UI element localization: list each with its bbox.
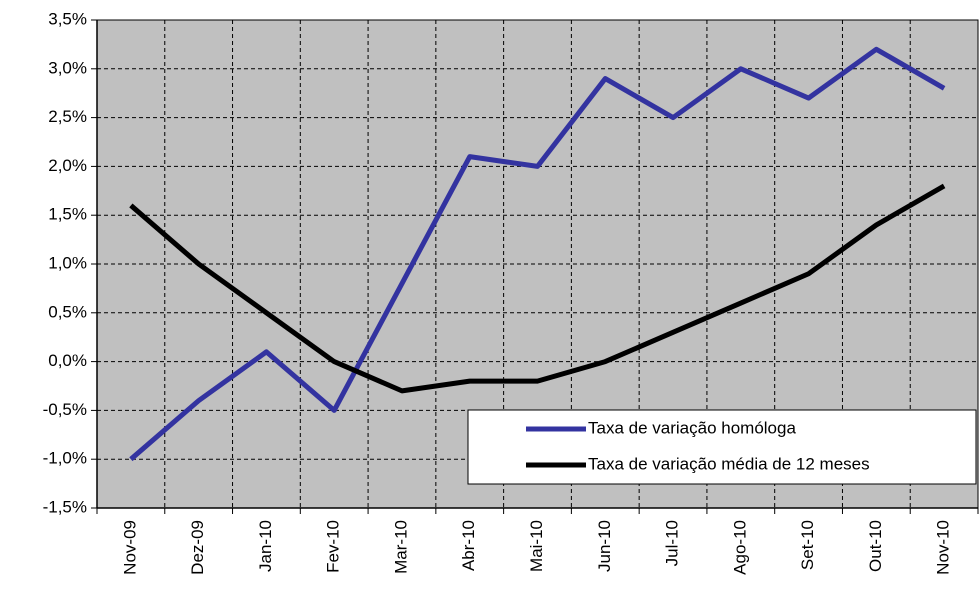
y-tick-label: -1,5% [43, 497, 87, 516]
x-tick-label: Ago-10 [730, 520, 749, 575]
y-tick-label: 1,5% [48, 205, 87, 224]
y-tick-label: 1,0% [48, 253, 87, 272]
x-tick-label: Nov-10 [934, 520, 953, 575]
x-tick-label: Jan-10 [256, 520, 275, 572]
y-tick-label: 2,0% [48, 156, 87, 175]
line-series [129, 46, 946, 462]
x-tick-label: Set-10 [798, 520, 817, 570]
plot-border [96, 19, 979, 509]
line-series [129, 183, 946, 394]
x-tick-label: Mai-10 [527, 520, 546, 572]
x-tick-label: Nov-09 [120, 520, 139, 575]
x-tick-label: Out-10 [866, 520, 885, 572]
y-tick-label: 2,5% [48, 107, 87, 126]
y-tick-label: 3,0% [48, 58, 87, 77]
legend-box [467, 409, 977, 485]
y-tick-label: -0,5% [43, 400, 87, 419]
legend-label: Taxa de variação homóloga [588, 418, 796, 437]
x-tick-label: Jul-10 [663, 520, 682, 566]
y-tick-label: 3,5% [48, 9, 87, 28]
x-tick-label: Fev-10 [324, 520, 343, 573]
y-tick-label: 0,5% [48, 302, 87, 321]
y-tick-label: 0,0% [48, 351, 87, 370]
x-tick-label: Abr-10 [459, 520, 478, 571]
x-tick-label: Mar-10 [391, 520, 410, 574]
x-tick-label: Dez-09 [188, 520, 207, 575]
x-tick-label: Jun-10 [595, 520, 614, 572]
legend-label: Taxa de variação média de 12 meses [588, 454, 870, 473]
y-tick-label: -1,0% [43, 449, 87, 468]
